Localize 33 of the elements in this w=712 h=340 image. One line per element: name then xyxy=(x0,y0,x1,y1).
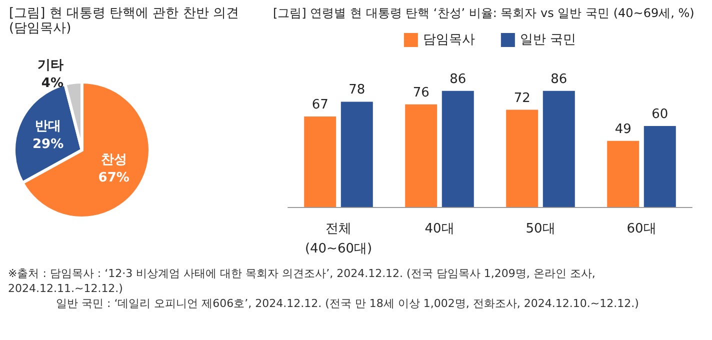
text: ※출처 : 담임목사 : ‘12·3 비상계엄 사태에 대한 목회자 의견조사’, 2024.12.12. (전국 담임목사 1,209명, 온라인 조사, 2024.12.11.~12.12.) xyxy=(8,266,596,296)
data-label: 49 xyxy=(614,122,632,137)
bar xyxy=(405,104,438,207)
data-label: 60 xyxy=(652,107,668,122)
data-label: 86 xyxy=(550,72,568,87)
bar xyxy=(644,126,676,207)
data-label: 86 xyxy=(450,72,466,87)
text: 일반 국민 : ‘데일리 오피니언 제606호’, 2024.12.12. (전국 만 18세 이상 1,002명, 전화조사, 2024.12.10.~12.12.) xyxy=(55,296,640,311)
slice-label: 기타 xyxy=(37,58,64,74)
bar xyxy=(340,102,373,207)
legend-label: 일반 국민 xyxy=(520,32,576,48)
slice-label: 찬성 xyxy=(100,152,127,168)
bar xyxy=(304,116,336,207)
chart-title: [그림] 현 대통령 탄핵에 관한 찬반 의견 xyxy=(9,6,239,21)
data-label: 72 xyxy=(514,90,530,106)
x-tick-label: 50대 xyxy=(526,222,556,236)
bar xyxy=(607,140,640,207)
chart-title: [그림] 연령별 현 대통령 탄핵 ‘찬성’ 비율: 목회자 vs 일반 국민 (40~69세, %) xyxy=(273,6,694,20)
bar xyxy=(442,90,474,207)
slice-label: 반대 xyxy=(35,118,62,134)
data-label: 29% xyxy=(32,136,64,152)
x-tick-label: 전체 (40~60대) xyxy=(304,222,372,256)
x-tick-label: 60대 xyxy=(626,222,656,236)
bar xyxy=(542,90,575,207)
legend-label: 담임목사 xyxy=(422,32,475,48)
data-label: 4% xyxy=(41,76,64,92)
data-label: 78 xyxy=(348,82,366,98)
x-tick-label: 40대 xyxy=(424,222,454,236)
chart-subtitle: (담임목사) xyxy=(9,21,72,36)
data-label: 67% xyxy=(98,170,130,186)
data-label: 76 xyxy=(412,85,430,100)
bar xyxy=(506,110,538,207)
data-label: 67 xyxy=(312,98,328,113)
